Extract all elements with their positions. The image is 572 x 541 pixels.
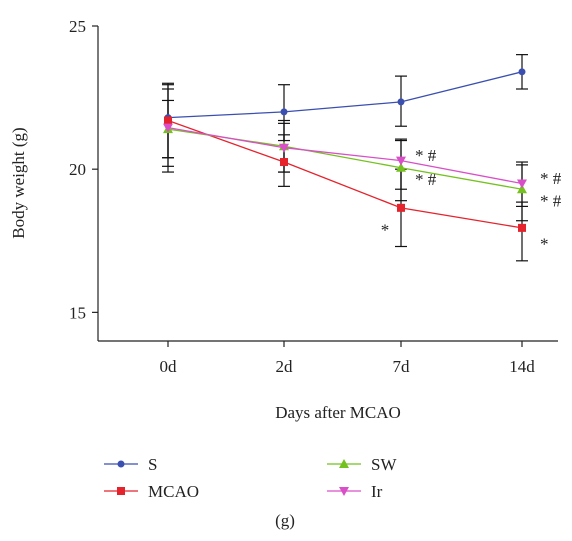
legend-item-s: S: [104, 455, 157, 474]
legend-label: SW: [371, 455, 397, 474]
series-line: [167, 128, 523, 190]
data-point: [396, 156, 406, 166]
significance-marker: * #: [540, 192, 562, 211]
data-point: [117, 460, 125, 468]
x-axis-label: Days after MCAO: [275, 403, 401, 422]
significance-marker: *: [540, 235, 549, 254]
data-point: [396, 162, 406, 172]
x-tick-label: 0d: [160, 357, 178, 376]
legend-label: S: [148, 455, 157, 474]
legend-label: MCAO: [148, 482, 199, 501]
axes: 15 20 25 0d 2d 7d 14d: [69, 17, 558, 376]
x-tick-label: 2d: [276, 357, 294, 376]
significance-marker: * #: [540, 169, 562, 188]
data-point: [518, 223, 526, 232]
legend-item-ir: Ir: [327, 482, 383, 501]
data-point: [517, 184, 527, 194]
legend-item-sw: SW: [327, 455, 397, 474]
series-sw: [163, 124, 527, 194]
data-point: [518, 68, 526, 76]
data-point: [280, 158, 288, 167]
data-point: [117, 487, 125, 495]
series-s: [164, 68, 526, 122]
significance-marker: * #: [415, 170, 437, 189]
data-point: [279, 143, 289, 153]
data-point: [280, 108, 288, 116]
y-tick-label: 25: [69, 17, 86, 36]
series-ir: [163, 123, 527, 189]
legend-item-mcao: MCAO: [104, 482, 199, 501]
series-line: [167, 71, 523, 119]
series-mcao: [164, 116, 526, 232]
y-axis-label: Body weight (g): [9, 127, 28, 238]
y-tick-label: 20: [69, 160, 86, 179]
data-point: [397, 203, 405, 212]
data-point: [339, 487, 349, 496]
series-line: [167, 127, 523, 185]
series: [162, 54, 528, 262]
data-point: [164, 116, 172, 125]
error-bars-sw: [162, 99, 528, 222]
significance-marker: *: [381, 220, 390, 239]
error-bars-mcao: [162, 84, 528, 262]
series-line: [167, 119, 523, 229]
legend-label: Ir: [371, 482, 383, 501]
x-tick-label: 14d: [509, 357, 535, 376]
annotations: * # * # * * # * # *: [381, 146, 562, 254]
legend: S SW MCAO Ir: [104, 455, 397, 501]
panel-label: (g): [275, 511, 295, 530]
y-tick-label: 15: [69, 303, 86, 322]
data-point: [517, 179, 527, 189]
data-point: [397, 98, 405, 106]
data-point: [339, 459, 349, 468]
significance-marker: * #: [415, 146, 437, 165]
x-tick-label: 7d: [393, 357, 411, 376]
data-point: [163, 123, 173, 133]
